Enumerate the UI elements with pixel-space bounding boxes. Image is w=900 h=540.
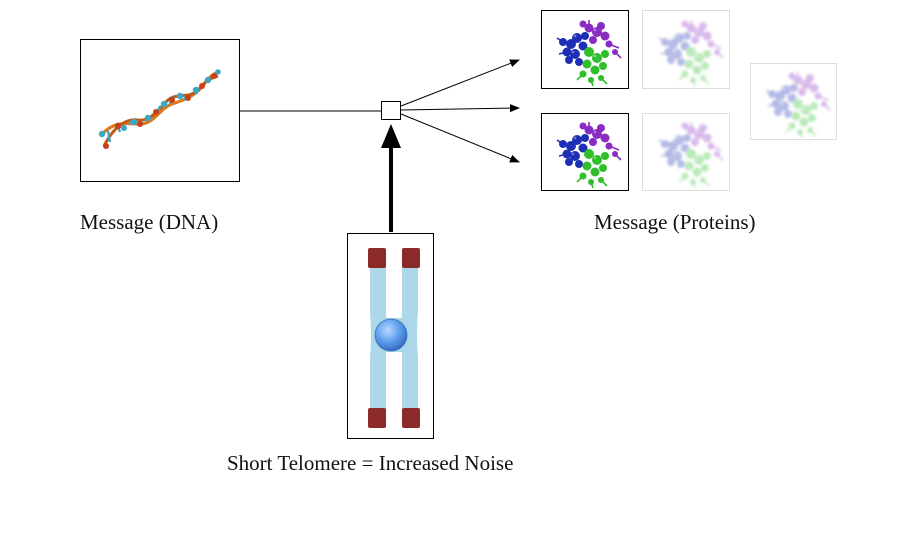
arrow-to-protein-bottom — [400, 113, 520, 163]
chromosome-icon — [368, 248, 420, 428]
centromere-icon — [374, 318, 408, 352]
noise-arrow — [381, 124, 401, 232]
dna-message-label: Message (DNA) — [80, 210, 219, 234]
telomere-cap-bottom-right — [402, 408, 420, 428]
chromosome-box — [347, 233, 434, 439]
junction-box — [381, 101, 401, 120]
telomere-cap-top-right — [402, 248, 420, 268]
protein-box-bottom-faded — [642, 113, 730, 191]
arrow-to-protein-top — [400, 59, 520, 107]
protein-box-bottom — [541, 113, 629, 191]
protein-box-right-faded — [750, 63, 837, 140]
dna-box — [80, 39, 240, 182]
telomere-cap-bottom-left — [368, 408, 386, 428]
proteins-message-label: Message (Proteins) — [594, 210, 756, 234]
telomere-noise-label: Short Telomere = Increased Noise — [227, 451, 514, 475]
protein-box-top-faded — [642, 10, 730, 89]
arrow-to-protein-middle — [400, 104, 520, 113]
output-arrows — [400, 59, 520, 163]
protein-box-top — [541, 10, 629, 89]
telomere-cap-top-left — [368, 248, 386, 268]
dna-helix-icon — [98, 69, 221, 149]
